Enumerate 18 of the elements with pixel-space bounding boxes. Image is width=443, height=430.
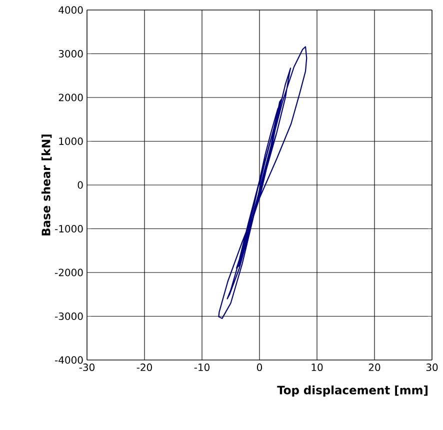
- y-axis-title: Base shear [kN]: [41, 134, 52, 236]
- x-tick-label: -10: [194, 364, 210, 372]
- y-tick-label: 3000: [58, 50, 83, 58]
- y-tick-label: -4000: [55, 356, 83, 364]
- y-tick-label: 2000: [58, 94, 83, 102]
- x-tick-label: 20: [368, 364, 380, 372]
- y-tick-label: -1000: [55, 224, 83, 233]
- y-tick-label: 1000: [59, 137, 83, 146]
- x-axis-title: Top displacement [mm]: [277, 386, 428, 397]
- y-tick-label: 0: [78, 181, 83, 189]
- y-tick-label: -2000: [55, 268, 83, 276]
- x-tick-label: 0: [256, 364, 262, 372]
- x-tick-label: 10: [312, 364, 323, 372]
- x-tick-label: 30: [426, 364, 438, 372]
- y-tick-label: 4000: [58, 6, 83, 14]
- x-tick-label: -30: [79, 364, 94, 372]
- y-tick-label: -3000: [55, 312, 83, 320]
- x-tick-label: -20: [136, 364, 152, 372]
